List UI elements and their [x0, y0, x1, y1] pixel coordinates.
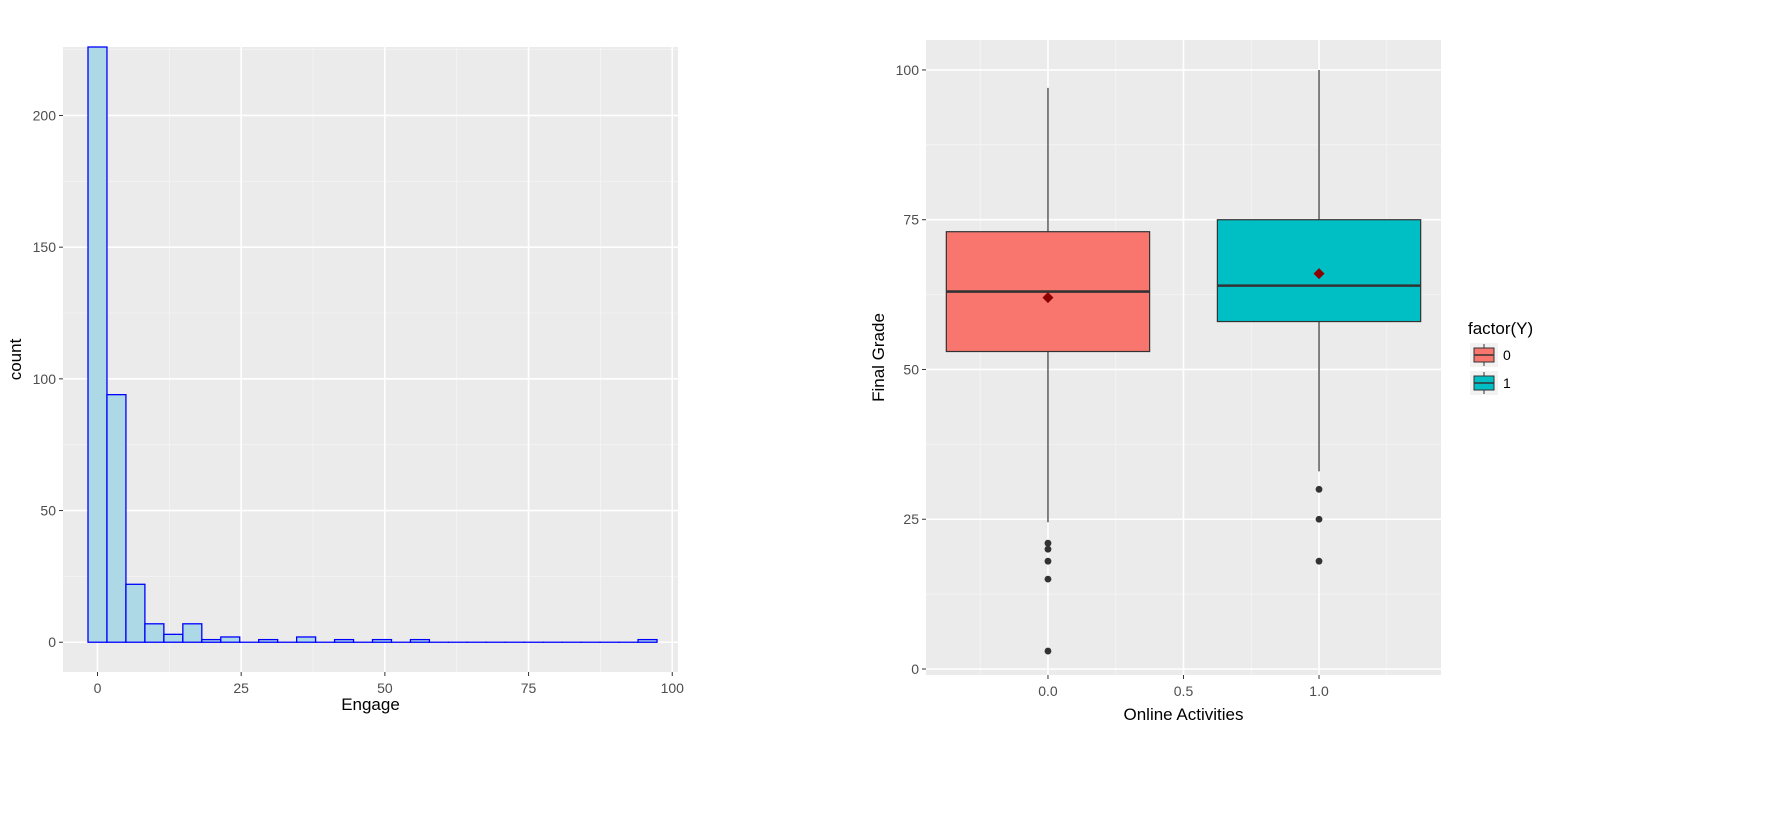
- boxplot-mean-marker: [1042, 292, 1054, 304]
- histogram-bar: [295, 636, 317, 643]
- boxplot-y-tick-label: 50: [903, 361, 919, 377]
- boxplot-x-axis: 0.0 0.5 1.0: [1038, 675, 1329, 699]
- histogram-plot-panel: [63, 47, 678, 672]
- histogram-bar: [144, 623, 165, 643]
- boxplot-y-tick-label: 25: [903, 511, 919, 527]
- boxplot-y-axis: 0 25 50 75 100: [896, 62, 926, 677]
- histogram-bar: [371, 638, 393, 643]
- histogram-x-tick-label: 50: [377, 680, 393, 696]
- histogram-x-tick-label: 75: [521, 680, 537, 696]
- boxplot-outlier-point: [1044, 545, 1052, 553]
- legend-title: factor(Y): [1468, 319, 1533, 338]
- histogram-bar: [125, 583, 146, 643]
- histogram-bar: [182, 623, 203, 643]
- boxplot-outlier-point: [1044, 539, 1052, 547]
- histogram-y-axis-title: count: [6, 338, 25, 380]
- boxplot-outlier-point: [1044, 647, 1052, 655]
- boxplot-outlier-point: [1044, 575, 1052, 583]
- histogram-x-tick-label: 25: [233, 680, 249, 696]
- histogram-bar: [201, 638, 222, 643]
- boxplot-outlier-point: [1044, 557, 1052, 565]
- histogram-y-tick-label: 200: [33, 107, 57, 123]
- histogram-x-tick-label: 100: [661, 680, 685, 696]
- histogram-x-axis-title: Engage: [341, 695, 400, 714]
- histogram-bar: [409, 638, 431, 643]
- boxplot-mean-marker: [1313, 268, 1325, 280]
- boxplot-outlier-point: [1315, 515, 1323, 523]
- legend-items: 01: [1470, 343, 1511, 395]
- histogram-y-tick-label: 50: [40, 503, 56, 519]
- boxplot-x-tick-label: 0.0: [1038, 683, 1058, 699]
- histogram-bar: [220, 636, 241, 643]
- boxplot-x-tick-label: 0.5: [1174, 683, 1194, 699]
- histogram-y-tick-label: 150: [33, 239, 57, 255]
- histogram-bar: [637, 638, 658, 643]
- legend-item-label: 1: [1503, 375, 1511, 391]
- histogram-y-tick-label: 100: [33, 371, 57, 387]
- histogram-bar: [87, 46, 108, 643]
- histogram-bar: [258, 638, 279, 643]
- histogram-x-axis: 0 25 50 75 100: [94, 672, 685, 696]
- histogram-y-axis: 0 50 100 150 200: [33, 107, 63, 650]
- boxplot-x-axis-title: Online Activities: [1124, 705, 1244, 724]
- histogram-bars: [87, 46, 658, 643]
- boxplot-outlier-point: [1315, 485, 1323, 493]
- histogram-x-tick-label: 0: [94, 680, 102, 696]
- histogram-y-tick-label: 0: [48, 634, 56, 650]
- histogram-bar: [333, 638, 355, 643]
- legend-item-label: 0: [1503, 347, 1511, 363]
- boxplot-y-axis-title: Final Grade: [869, 313, 888, 402]
- histogram-chart: 0 50 100 150 200 0 25 50 75 100 Engage count: [6, 46, 685, 714]
- boxplot-y-tick-label: 100: [896, 62, 920, 78]
- histogram-bar: [106, 394, 127, 643]
- boxplot-y-tick-label: 0: [911, 661, 919, 677]
- boxplot-y-tick-label: 75: [903, 212, 919, 228]
- histogram-bar: [163, 633, 184, 643]
- legend: factor(Y) 01: [1468, 319, 1533, 395]
- histogram-gridlines: [63, 47, 678, 672]
- boxplot-x-tick-label: 1.0: [1309, 683, 1329, 699]
- boxplot-boxes: [945, 69, 1422, 655]
- boxplot-outlier-point: [1315, 557, 1323, 565]
- boxplot-chart: 0 25 50 75 100 0.0 0.5 1.0 Online Activities F…: [869, 40, 1441, 724]
